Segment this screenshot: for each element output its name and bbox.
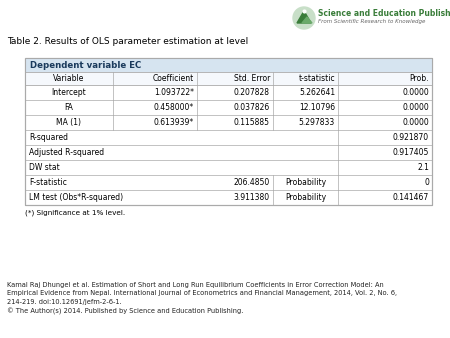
Bar	[25, 72, 432, 85]
Bar	[25, 58, 432, 205]
Text: 0.207828: 0.207828	[234, 88, 270, 97]
Text: 0.613939*: 0.613939*	[154, 118, 194, 127]
Text: © The Author(s) 2014. Published by Science and Education Publishing.: © The Author(s) 2014. Published by Scien…	[7, 308, 243, 315]
Text: (*) Significance at 1% level.: (*) Significance at 1% level.	[25, 210, 125, 217]
Text: Prob.: Prob.	[410, 74, 429, 83]
Text: Std. Error: Std. Error	[234, 74, 270, 83]
Text: Science and Education Publishing: Science and Education Publishing	[318, 9, 450, 19]
Text: t-statistic: t-statistic	[298, 74, 335, 83]
Text: Empirical Evidence from Nepal. International Journal of Econometrics and Financi: Empirical Evidence from Nepal. Internati…	[7, 290, 397, 296]
Text: Intercept: Intercept	[52, 88, 86, 97]
Text: 206.4850: 206.4850	[234, 178, 270, 187]
Text: 214-219. doi:10.12691/jefm-2-6-1.: 214-219. doi:10.12691/jefm-2-6-1.	[7, 299, 122, 305]
Text: 0.458000*: 0.458000*	[154, 103, 194, 112]
Bar	[25, 58, 432, 72]
Text: 2.1: 2.1	[417, 163, 429, 172]
Text: 0.917405: 0.917405	[392, 148, 429, 157]
Text: Dependent variable EC: Dependent variable EC	[30, 61, 141, 70]
Text: 5.262641: 5.262641	[299, 88, 335, 97]
Text: FA: FA	[64, 103, 73, 112]
Bar	[25, 58, 432, 205]
Text: 3.911380: 3.911380	[234, 193, 270, 202]
Text: Variable: Variable	[53, 74, 85, 83]
Text: Probability: Probability	[285, 193, 326, 202]
Text: 0.115885: 0.115885	[234, 118, 270, 127]
Text: 0.141467: 0.141467	[393, 193, 429, 202]
Polygon shape	[302, 17, 312, 23]
Text: 12.10796: 12.10796	[299, 103, 335, 112]
Text: Probability: Probability	[285, 178, 326, 187]
Text: 0.0000: 0.0000	[402, 118, 429, 127]
Text: From Scientific Research to Knowledge: From Scientific Research to Knowledge	[318, 20, 425, 24]
Polygon shape	[297, 11, 311, 23]
Text: MA (1): MA (1)	[57, 118, 81, 127]
Text: Table 2. Results of OLS parameter estimation at level: Table 2. Results of OLS parameter estima…	[7, 37, 248, 46]
Text: 5.297833: 5.297833	[299, 118, 335, 127]
Text: R-squared: R-squared	[29, 133, 68, 142]
Text: 0: 0	[424, 178, 429, 187]
Text: 0.0000: 0.0000	[402, 88, 429, 97]
Text: Kamal Raj Dhungel et al. Estimation of Short and Long Run Equilibrium Coefficien: Kamal Raj Dhungel et al. Estimation of S…	[7, 282, 384, 288]
Text: DW stat: DW stat	[29, 163, 60, 172]
Text: LM test (Obs*R-squared): LM test (Obs*R-squared)	[29, 193, 123, 202]
Text: 0.0000: 0.0000	[402, 103, 429, 112]
Text: 0.921870: 0.921870	[393, 133, 429, 142]
Text: Coefficient: Coefficient	[153, 74, 194, 83]
Text: 1.093722*: 1.093722*	[154, 88, 194, 97]
Circle shape	[293, 7, 315, 29]
Text: F-statistic: F-statistic	[29, 178, 67, 187]
Text: Adjusted R-squared: Adjusted R-squared	[29, 148, 104, 157]
Text: 0.037826: 0.037826	[234, 103, 270, 112]
